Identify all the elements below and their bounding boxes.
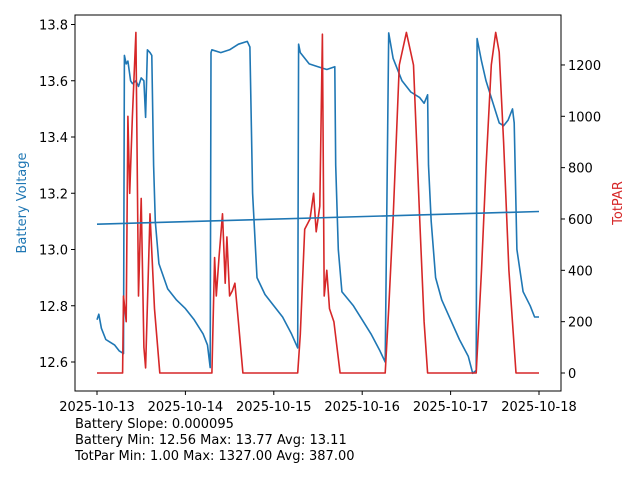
battery-stats: Battery Min: 12.56 Max: 13.77 Avg: 13.11 (75, 433, 347, 448)
plot-frame (74, 14, 562, 392)
x-tick-label: 2025-10-16 (324, 400, 400, 415)
stats-block: Battery Slope: 0.000095 Battery Min: 12.… (75, 417, 355, 465)
y-tick-label: 12.8 (39, 300, 68, 315)
x-tick-label: 2025-10-17 (413, 400, 489, 415)
series-line-battery-trend (96, 210, 540, 225)
series-line-battery-voltage (96, 32, 539, 375)
y2-tick-label: 200 (568, 316, 593, 331)
y2-tick-label: 800 (568, 162, 593, 177)
y2-tick-label: 1000 (568, 110, 601, 125)
y2-axis-label: TotPAR (611, 181, 626, 226)
y-tick-label: 13.2 (39, 187, 68, 202)
x-tick-label: 2025-10-13 (59, 400, 135, 415)
y2-tick-label: 0 (568, 367, 576, 382)
x-tick-label: 2025-10-18 (501, 400, 577, 415)
y-tick-label: 13.0 (39, 244, 68, 259)
x-tick-label: 2025-10-14 (148, 400, 224, 415)
y2-tick-label: 400 (568, 264, 593, 279)
totpar-stats: TotPar Min: 1.00 Max: 1327.00 Avg: 387.0… (75, 449, 355, 464)
y-axis-label: Battery Voltage (15, 152, 30, 253)
y-tick-label: 13.4 (39, 131, 68, 146)
y2-tick-label: 600 (568, 213, 593, 228)
y-tick-label: 12.6 (39, 356, 68, 371)
x-tick-label: 2025-10-15 (236, 400, 312, 415)
battery-slope: Battery Slope: 0.000095 (75, 417, 234, 432)
y-tick-label: 13.6 (39, 75, 68, 90)
y2-tick-label: 1200 (568, 59, 601, 74)
series-line-totpar (97, 31, 539, 374)
y-tick-label: 13.8 (39, 19, 68, 34)
